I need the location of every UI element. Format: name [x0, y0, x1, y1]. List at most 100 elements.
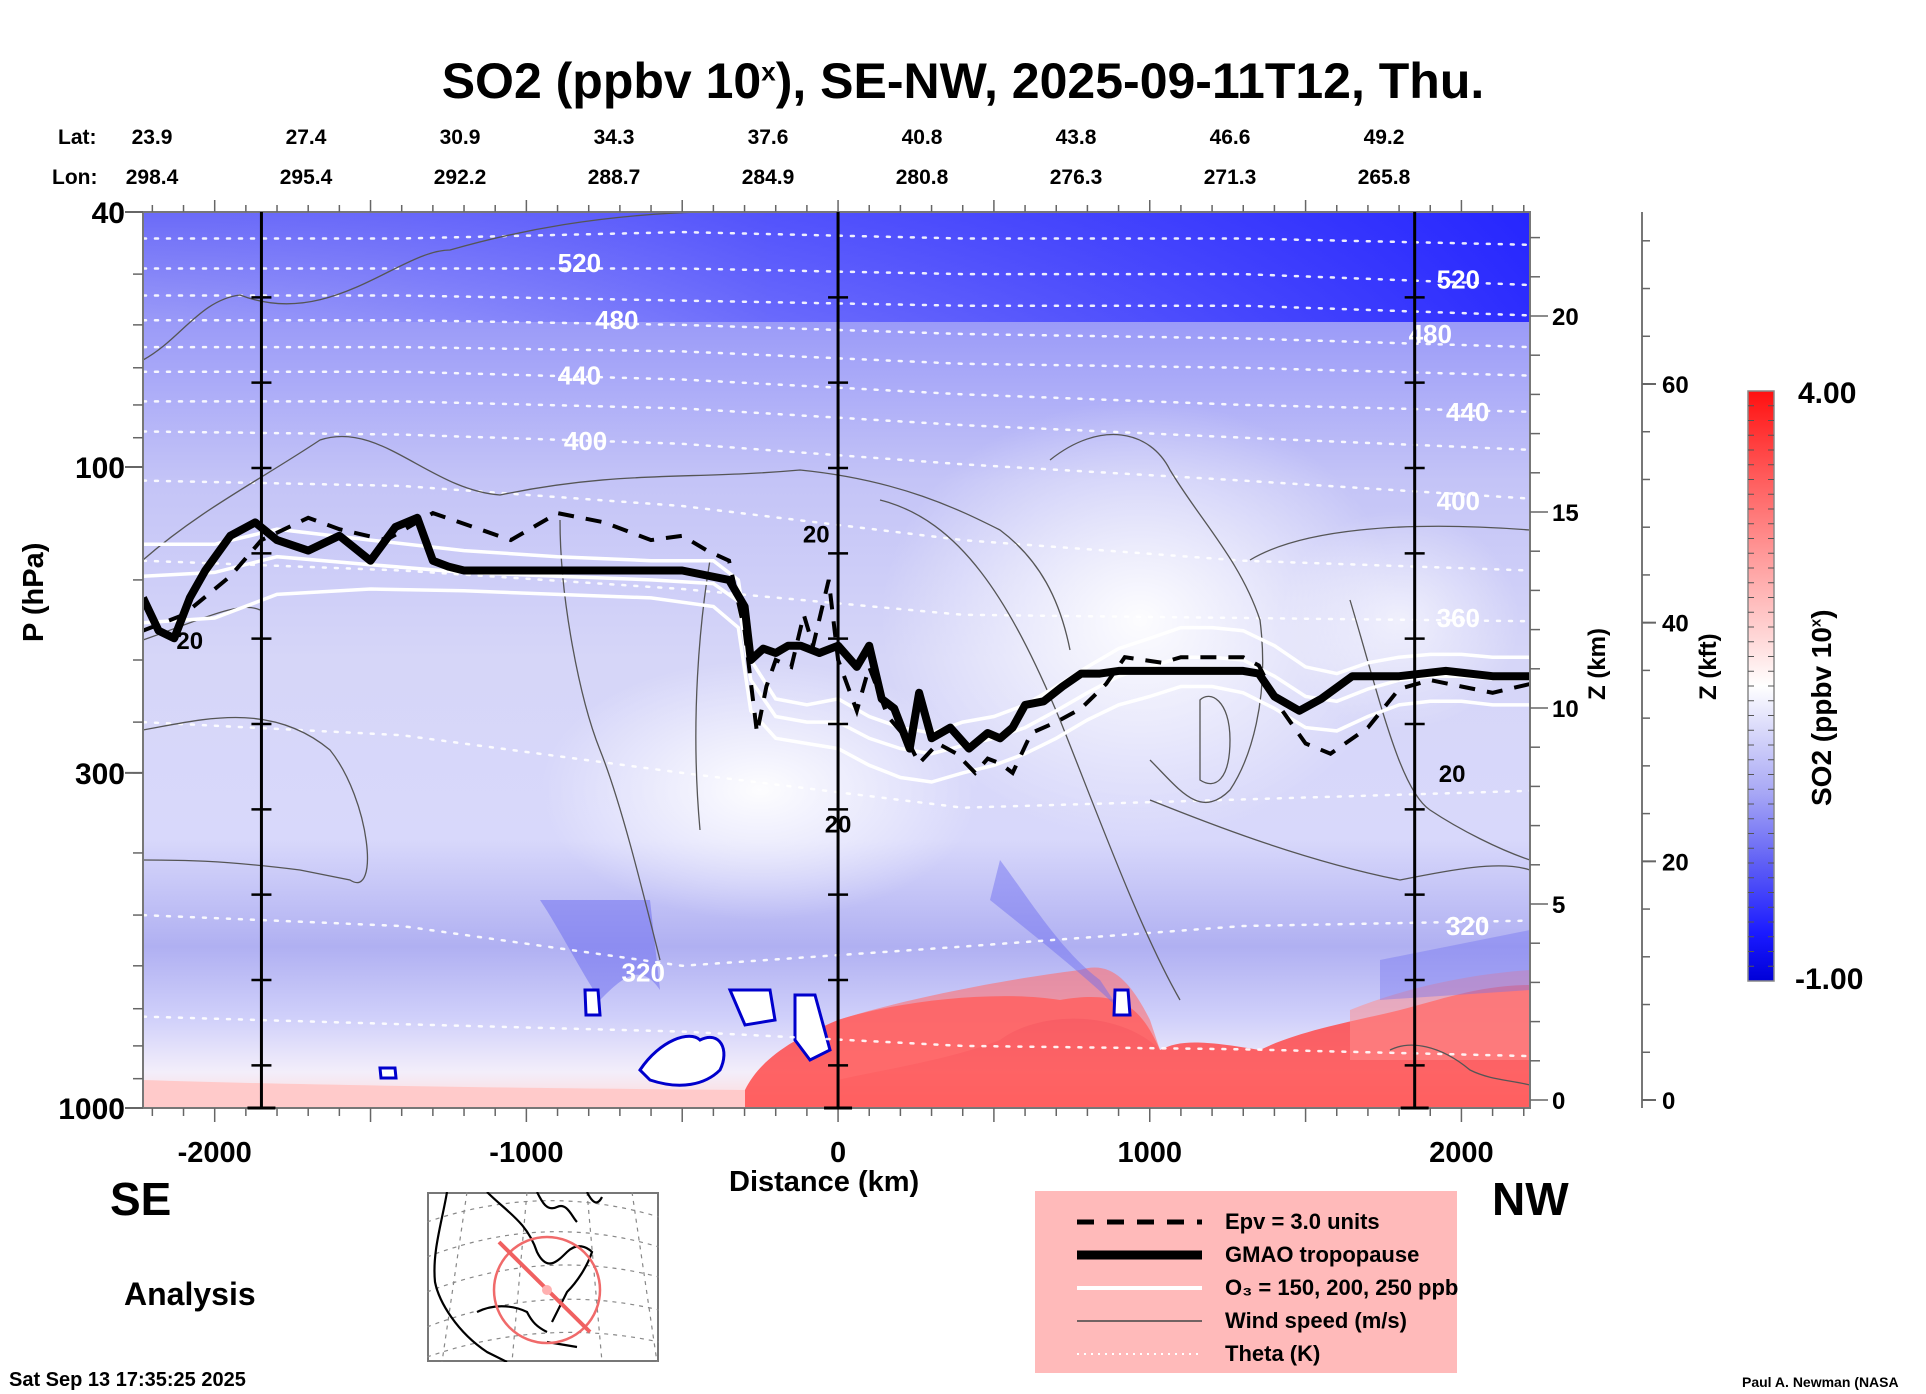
z-km-tick-label: 20: [1552, 304, 1579, 331]
z-kft-tick-label: 40: [1662, 611, 1689, 638]
lat-value: 34.3: [593, 126, 635, 149]
y-tick-label: 40: [92, 197, 125, 230]
tropopause-line: [143, 513, 1530, 753]
z-km-tick-label: 10: [1552, 696, 1579, 723]
theta-label: 400: [564, 426, 607, 456]
theta-label: 520: [558, 248, 601, 278]
lat-value: 23.9: [131, 126, 173, 149]
direction-nw: NW: [1492, 1173, 1569, 1225]
z-km-tick-label: 15: [1552, 500, 1579, 527]
y-tick-label: 300: [75, 758, 125, 791]
so2-low-plume: [1380, 930, 1530, 1000]
legend-item-wind: Wind speed (m/s): [1035, 1306, 1457, 1336]
x-axis-label: Distance (km): [729, 1166, 920, 1198]
legend-item-ozone: O₃ = 150, 200, 250 ppb: [1035, 1273, 1458, 1303]
x-tick-label: 2000: [1429, 1137, 1494, 1169]
ozone-contour-150: [143, 527, 1530, 735]
lon-label: Lon:: [52, 166, 98, 189]
timestamp: Sat Sep 13 17:35:25 2025: [9, 1369, 246, 1391]
so2-minimum-contour: [583, 988, 602, 1017]
x-axis-ticks: -2000 -1000 0 1000 2000: [151, 200, 1525, 1169]
lon-value: 280.8: [895, 166, 949, 189]
z-kft-tick-label: 60: [1662, 372, 1689, 399]
so2-boundary-layer-mid: [838, 967, 1160, 1080]
theta-label: 480: [595, 305, 638, 335]
legend-item-theta: Theta (K): [1035, 1339, 1457, 1369]
z-km-tick-label: 0: [1552, 1088, 1565, 1115]
so2-low-plume: [990, 860, 1120, 1010]
so2-minimum-contour: [1112, 988, 1132, 1017]
lat-value: 30.9: [439, 126, 481, 149]
lat-value: 27.4: [285, 126, 327, 149]
chart-title: SO2 (ppbv 10x), SE-NW, 2025-09-11T12, Th…: [441, 53, 1485, 109]
wind-speed-contours: [143, 212, 1530, 1086]
y-axis-label: P (hPa): [18, 542, 50, 642]
theta-contours: [143, 230, 1530, 1058]
theta-label: 440: [558, 361, 601, 391]
map-track: [492, 1235, 602, 1345]
legend-item-tropopause: GMAO tropopause: [1035, 1240, 1457, 1270]
theta-contour-360: [143, 559, 1530, 623]
so2-boundary-layer-nw: [1350, 970, 1530, 1060]
so2-minimum-contour: [793, 993, 832, 1062]
lon-value: 276.3: [1049, 166, 1103, 189]
wind-speed-label: 20: [803, 522, 830, 549]
theta-contour-540: [143, 230, 1530, 247]
so2-stratosphere-band: [143, 212, 1530, 322]
theta-label: 360: [1437, 603, 1480, 633]
theta-label: 320: [622, 958, 665, 988]
legend-theta-sample: [1077, 1353, 1202, 1355]
theta-contour-480: [143, 318, 1530, 349]
so2-low-region: [540, 660, 980, 920]
z-kft-label: Z (kft): [1695, 633, 1722, 700]
theta-contour-440: [143, 370, 1530, 414]
theta-contour-460: [143, 345, 1530, 377]
x-tick-label: -2000: [178, 1137, 252, 1169]
colorbar-ticks: [1748, 405, 1774, 967]
lat-value: 37.6: [747, 126, 789, 149]
lon-value: 292.2: [433, 166, 487, 189]
z-km-tick-label: 5: [1552, 892, 1565, 919]
z-kft-axis: 0 20 40 60: [1641, 212, 1689, 1115]
location-markers: [247, 212, 1429, 1110]
theta-contour-320: [143, 913, 1530, 968]
lon-value: 271.3: [1203, 166, 1257, 189]
colorbar-label: SO2 (ppbv 10x): [1806, 609, 1837, 806]
theta-contour-400: [143, 430, 1530, 500]
legend-wind-sample: [1077, 1320, 1202, 1322]
theta-label: 520: [1437, 265, 1480, 295]
theta-contour-340: [143, 720, 1530, 809]
wind-speed-label: 20: [176, 628, 203, 655]
y-tick-label: 1000: [58, 1093, 125, 1126]
theta-contour-520: [143, 267, 1530, 287]
analysis-label: Analysis: [124, 1276, 256, 1312]
lat-value: 40.8: [901, 126, 943, 149]
lon-value: 298.4: [125, 166, 179, 189]
ozone-contour-250: [143, 587, 1530, 784]
x-tick-label: 0: [830, 1137, 846, 1169]
y-axis-ticks: 40 100 300 1000: [58, 197, 143, 1126]
so2-surface-layer: [143, 1080, 745, 1108]
x-tick-label: -1000: [489, 1137, 563, 1169]
lat-value: 43.8: [1055, 126, 1097, 149]
legend-item-epv: Epv = 3.0 units: [1035, 1207, 1457, 1237]
colorbar-min-label: -1.00: [1795, 963, 1864, 996]
theta-contour-310: [143, 1015, 1530, 1058]
wind-speed-label: 20: [1439, 761, 1466, 788]
z-km-axis: 0 5 10 15 20: [1530, 236, 1579, 1115]
z-kft-tick-label: 20: [1662, 849, 1689, 876]
x-tick-label: 1000: [1117, 1137, 1182, 1169]
lat-value: 49.2: [1363, 126, 1405, 149]
so2-minimum-contour: [727, 988, 777, 1027]
theta-contour-420: [143, 400, 1530, 452]
theta-contour-500: [143, 294, 1530, 317]
so2-minimum-contour: [378, 1066, 398, 1080]
lat-label: Lat:: [58, 126, 97, 149]
credit: Paul A. Newman (NASA: [1742, 1374, 1899, 1390]
y-tick-label: 100: [75, 452, 125, 485]
lon-value: 295.4: [279, 166, 333, 189]
